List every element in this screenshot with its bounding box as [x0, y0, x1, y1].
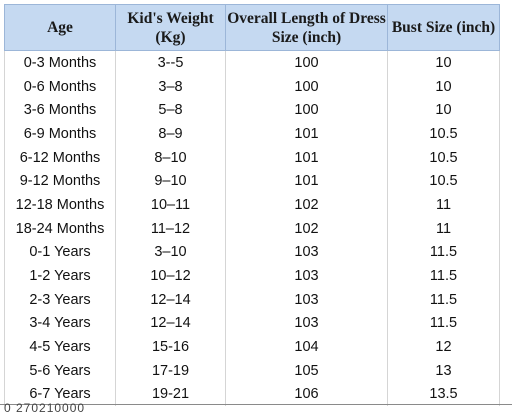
cell-weight: 10–11 — [115, 193, 226, 217]
table-row: 4-5 Years 15-16 104 12 — [4, 335, 500, 359]
cell-age: 0-6 Months — [4, 74, 116, 99]
table-row: 3-6 Months 5–8 100 10 — [4, 98, 500, 123]
cell-age: 6-12 Months — [4, 145, 116, 170]
header-length: Overall Length of Dress Size (inch) — [225, 4, 388, 51]
cell-weight: 10–12 — [115, 264, 226, 288]
cell-length: 102 — [225, 216, 388, 241]
cell-weight: 5–8 — [115, 98, 226, 123]
cell-bust: 11.5 — [387, 264, 500, 288]
cell-length: 100 — [225, 74, 388, 99]
cell-age: 2-3 Years — [4, 287, 116, 312]
table-row: 5-6 Years 17-19 105 13 — [4, 358, 500, 383]
cell-weight: 8–10 — [115, 145, 226, 170]
cell-age: 3-6 Months — [4, 98, 116, 123]
cell-weight: 3--5 — [115, 50, 226, 75]
cell-age: 4-5 Years — [4, 335, 116, 359]
table-row: 6-12 Months 8–10 101 10.5 — [4, 145, 500, 170]
cell-age: 0-3 Months — [4, 50, 116, 75]
cell-bust: 10.5 — [387, 122, 500, 146]
cell-bust: 10 — [387, 98, 500, 123]
header-weight: Kid's Weight (Kg) — [115, 4, 226, 51]
cell-bust: 13 — [387, 358, 500, 383]
cell-age: 6-9 Months — [4, 122, 116, 146]
cell-length: 100 — [225, 50, 388, 75]
cell-length: 101 — [225, 145, 388, 170]
table-row: 6-9 Months 8–9 101 10.5 — [4, 122, 500, 146]
cell-length: 105 — [225, 358, 388, 383]
cell-age: 3-4 Years — [4, 311, 116, 336]
table-header: Age Kid's Weight (Kg) Overall Length of … — [4, 4, 500, 51]
cell-length: 103 — [225, 240, 388, 265]
table-row: 1-2 Years 10–12 103 11.5 — [4, 264, 500, 288]
cell-length: 101 — [225, 122, 388, 146]
table-row: 0-6 Months 3–8 100 10 — [4, 74, 500, 99]
table-row: 6-7 Years 19-21 106 13.5 — [4, 382, 500, 407]
cell-bust: 10.5 — [387, 145, 500, 170]
cell-length: 103 — [225, 264, 388, 288]
cell-bust: 11.5 — [387, 240, 500, 265]
cell-length: 104 — [225, 335, 388, 359]
cell-bust: 10 — [387, 74, 500, 99]
cell-age: 0-1 Years — [4, 240, 116, 265]
cell-length: 103 — [225, 311, 388, 336]
header-age: Age — [4, 4, 116, 51]
cell-bust: 10.5 — [387, 169, 500, 194]
header-row: Age Kid's Weight (Kg) Overall Length of … — [4, 4, 500, 51]
table-row: 9-12 Months 9–10 101 10.5 — [4, 169, 500, 194]
table-row: 0-3 Months 3--5 100 10 — [4, 50, 500, 75]
cell-weight: 15-16 — [115, 335, 226, 359]
cell-age: 5-6 Years — [4, 358, 116, 383]
cell-length: 100 — [225, 98, 388, 123]
table-row: 18-24 Months 11–12 102 11 — [4, 216, 500, 241]
cell-age: 9-12 Months — [4, 169, 116, 194]
table-row: 3-4 Years 12–14 103 11.5 — [4, 311, 500, 336]
cell-weight: 11–12 — [115, 216, 226, 241]
cell-weight: 9–10 — [115, 169, 226, 194]
cell-bust: 11.5 — [387, 287, 500, 312]
cell-bust: 11 — [387, 216, 500, 241]
cell-age: 6-7 Years — [4, 382, 116, 407]
cell-weight: 12–14 — [115, 287, 226, 312]
header-bust: Bust Size (inch) — [387, 4, 500, 51]
cell-length: 101 — [225, 169, 388, 194]
cell-age: 18-24 Months — [4, 216, 116, 241]
size-chart-table: Age Kid's Weight (Kg) Overall Length of … — [4, 4, 500, 407]
cell-bust: 11.5 — [387, 311, 500, 336]
cell-weight: 19-21 — [115, 382, 226, 407]
cell-weight: 3–8 — [115, 74, 226, 99]
table-body: 0-3 Months 3--5 100 10 0-6 Months 3–8 100 10 3-6… — [4, 50, 500, 407]
cell-weight: 12–14 — [115, 311, 226, 336]
cell-bust: 11 — [387, 193, 500, 217]
table-row: 2-3 Years 12–14 103 11.5 — [4, 287, 500, 312]
cell-length: 106 — [225, 382, 388, 407]
cell-age: 12-18 Months — [4, 193, 116, 217]
footer-text: 0 270210000 — [4, 401, 86, 415]
cell-weight: 17-19 — [115, 358, 226, 383]
cell-length: 103 — [225, 287, 388, 312]
cell-bust: 10 — [387, 50, 500, 75]
cell-age: 1-2 Years — [4, 264, 116, 288]
table-row: 12-18 Months 10–11 102 11 — [4, 193, 500, 217]
cell-bust: 13.5 — [387, 382, 500, 407]
cell-bust: 12 — [387, 335, 500, 359]
cell-length: 102 — [225, 193, 388, 217]
bottom-divider — [0, 404, 512, 405]
cell-weight: 8–9 — [115, 122, 226, 146]
table-row: 0-1 Years 3–10 103 11.5 — [4, 240, 500, 265]
cell-weight: 3–10 — [115, 240, 226, 265]
